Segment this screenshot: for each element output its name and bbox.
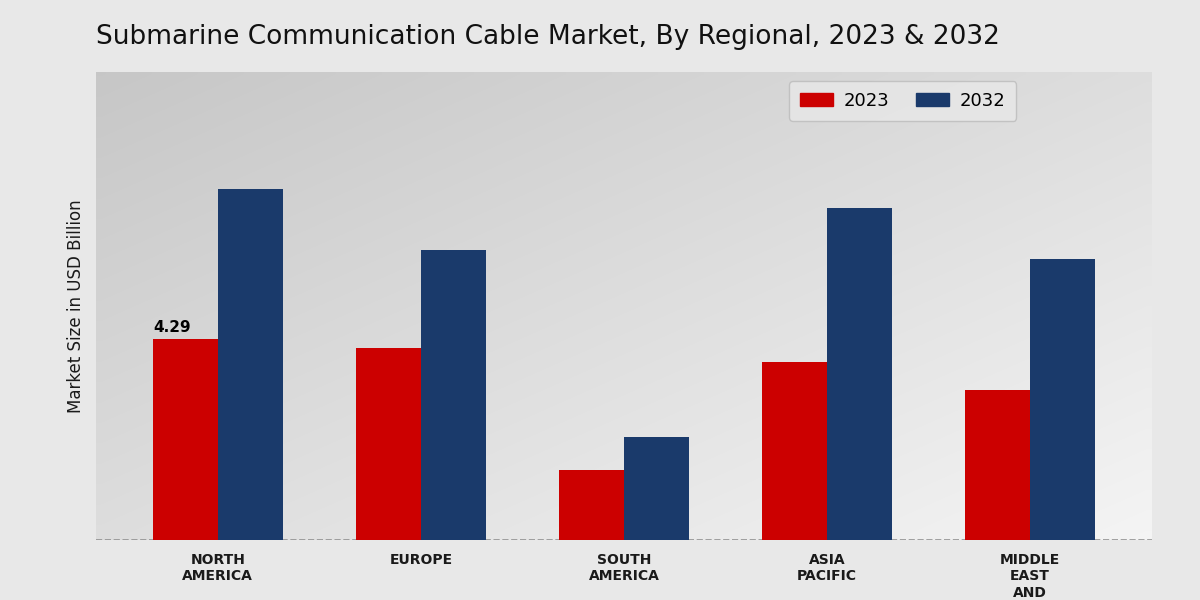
Bar bbox=[152, 339, 218, 540]
Bar bbox=[559, 470, 624, 540]
Legend: 2023, 2032: 2023, 2032 bbox=[790, 81, 1016, 121]
Y-axis label: Market Size in USD Billion: Market Size in USD Billion bbox=[67, 199, 85, 413]
Bar bbox=[218, 189, 283, 540]
Bar bbox=[762, 362, 827, 540]
Bar bbox=[1030, 259, 1096, 540]
Bar bbox=[356, 348, 421, 540]
Bar bbox=[624, 437, 689, 540]
Bar bbox=[827, 208, 892, 540]
Bar bbox=[965, 390, 1030, 540]
Bar bbox=[421, 250, 486, 540]
Text: 4.29: 4.29 bbox=[152, 320, 191, 335]
Text: Submarine Communication Cable Market, By Regional, 2023 & 2032: Submarine Communication Cable Market, By… bbox=[96, 24, 1000, 50]
